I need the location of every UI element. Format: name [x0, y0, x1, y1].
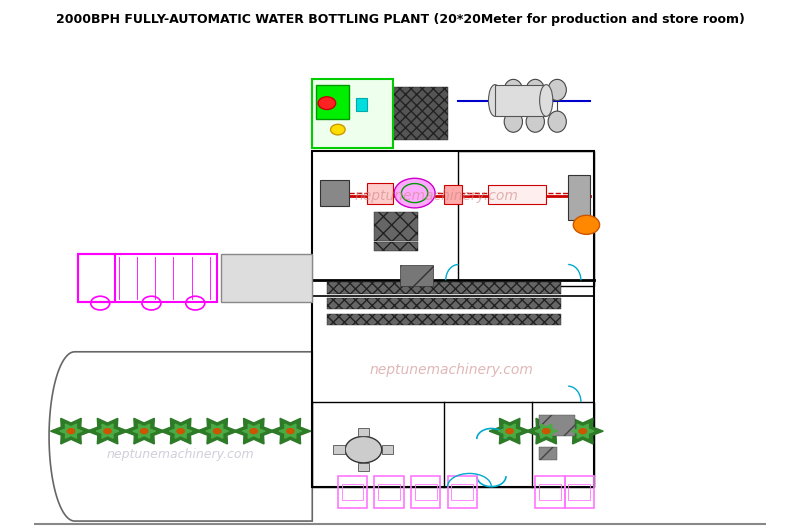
Bar [316, 85, 349, 119]
Ellipse shape [548, 111, 566, 132]
Polygon shape [489, 418, 530, 444]
Bar [568, 175, 590, 220]
Ellipse shape [540, 85, 553, 116]
Polygon shape [60, 424, 82, 438]
Polygon shape [562, 418, 603, 444]
Polygon shape [50, 418, 91, 444]
Bar [458, 151, 594, 286]
Polygon shape [498, 424, 521, 438]
Polygon shape [535, 424, 558, 438]
Bar [342, 484, 363, 500]
Polygon shape [96, 424, 119, 438]
Polygon shape [197, 418, 238, 444]
Text: neptunemachinery.com: neptunemachinery.com [107, 449, 254, 461]
Ellipse shape [489, 85, 502, 116]
Polygon shape [571, 424, 594, 438]
Text: 2000BPH FULLY-AUTOMATIC WATER BOTTLING PLANT (20*20Meter for production and stor: 2000BPH FULLY-AUTOMATIC WATER BOTTLING P… [55, 13, 745, 26]
Bar [568, 484, 590, 500]
Bar [374, 242, 418, 251]
PathPatch shape [49, 352, 312, 521]
Circle shape [394, 178, 435, 208]
Ellipse shape [548, 79, 566, 101]
Bar [327, 282, 561, 294]
Circle shape [176, 428, 185, 434]
Bar [78, 254, 218, 302]
Bar [221, 254, 312, 302]
Polygon shape [279, 424, 302, 438]
Circle shape [506, 428, 514, 434]
Polygon shape [270, 418, 311, 444]
Bar [539, 484, 561, 500]
Circle shape [578, 428, 587, 434]
Bar [488, 185, 546, 204]
Bar [312, 402, 594, 487]
Bar [382, 445, 394, 454]
Circle shape [250, 428, 258, 434]
Bar [78, 254, 115, 302]
Bar [312, 151, 594, 487]
Bar [378, 484, 400, 500]
Circle shape [542, 428, 550, 434]
Bar [414, 484, 437, 500]
Ellipse shape [526, 79, 544, 101]
Circle shape [66, 428, 75, 434]
Circle shape [330, 124, 345, 135]
Polygon shape [234, 418, 274, 444]
Ellipse shape [504, 79, 522, 101]
Polygon shape [87, 418, 128, 444]
Bar [447, 476, 477, 508]
Bar [338, 476, 367, 508]
Bar [451, 484, 473, 500]
Bar [411, 476, 440, 508]
Polygon shape [206, 424, 229, 438]
Bar [367, 183, 393, 204]
Bar [535, 476, 565, 508]
Bar [444, 185, 462, 204]
Polygon shape [170, 424, 192, 438]
Polygon shape [124, 418, 165, 444]
Ellipse shape [504, 111, 522, 132]
Bar [358, 463, 370, 471]
Bar [334, 445, 345, 454]
Circle shape [574, 215, 599, 234]
Bar [374, 212, 418, 241]
Polygon shape [133, 424, 155, 438]
Circle shape [286, 428, 294, 434]
Polygon shape [526, 418, 566, 444]
Bar [495, 85, 546, 116]
Bar [565, 476, 594, 508]
Circle shape [345, 436, 382, 463]
Text: neptunemachinery.com: neptunemachinery.com [354, 189, 518, 203]
Bar [400, 264, 433, 286]
Text: neptunemachinery.com: neptunemachinery.com [370, 363, 533, 377]
Bar [374, 476, 404, 508]
Bar [539, 447, 557, 460]
Bar [312, 151, 594, 296]
Circle shape [140, 428, 149, 434]
Circle shape [318, 97, 336, 110]
Bar [353, 87, 447, 140]
Ellipse shape [526, 111, 544, 132]
Circle shape [103, 428, 112, 434]
Bar [312, 79, 393, 148]
Polygon shape [242, 424, 265, 438]
Bar [539, 415, 575, 436]
Bar [319, 180, 349, 206]
Polygon shape [160, 418, 201, 444]
Circle shape [213, 428, 222, 434]
Bar [327, 298, 561, 309]
Bar [358, 428, 370, 436]
Bar [327, 314, 561, 325]
Bar [356, 98, 367, 111]
